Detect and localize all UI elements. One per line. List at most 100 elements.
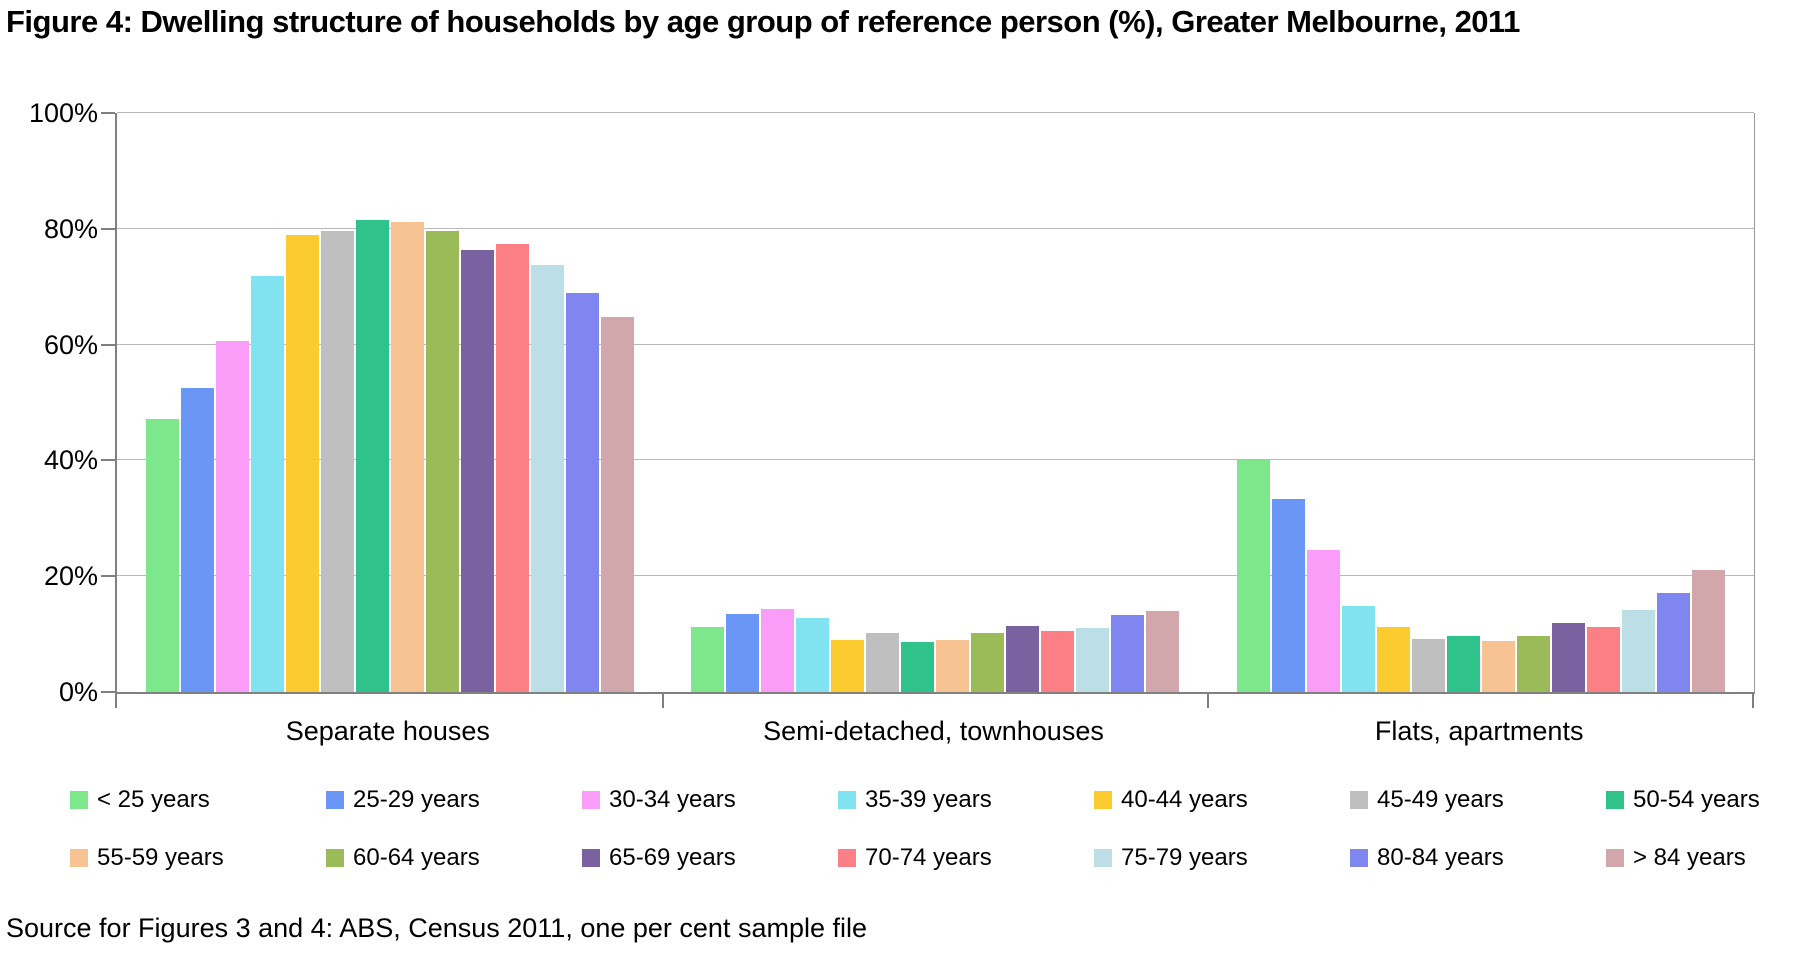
bar	[1587, 626, 1621, 692]
bar	[761, 609, 795, 692]
legend-swatch-icon	[582, 849, 600, 867]
bar	[355, 220, 389, 692]
legend-swatch-icon	[582, 791, 600, 809]
bar	[285, 234, 319, 692]
y-axis-tick-40	[101, 459, 115, 462]
category-label-0: Separate houses	[285, 716, 490, 746]
bar	[1412, 638, 1446, 692]
legend-label-11: 75-79 years	[1121, 844, 1248, 871]
category-label-1: Semi-detached, townhouses	[763, 716, 1104, 746]
y-axis-tick-60	[101, 343, 115, 346]
bar	[971, 632, 1005, 692]
legend: < 25 years 25-29 years 30-34 years 35-39 ye…	[70, 786, 1800, 872]
legend-swatch-icon	[1350, 791, 1368, 809]
legend-item-13: > 84 years	[1606, 844, 1800, 872]
legend-item-2: 30-34 years	[582, 786, 838, 814]
legend-item-3: 35-39 years	[838, 786, 1094, 814]
legend-label-5: 45-49 years	[1377, 786, 1504, 813]
legend-label-2: 30-34 years	[609, 786, 736, 813]
legend-label-6: 50-54 years	[1633, 786, 1760, 813]
legend-item-0: < 25 years	[70, 786, 326, 814]
legend-label-4: 40-44 years	[1121, 786, 1248, 813]
bar	[565, 292, 599, 692]
legend-item-10: 70-74 years	[838, 844, 1094, 872]
legend-label-12: 80-84 years	[1377, 844, 1504, 871]
bar	[726, 613, 760, 692]
bar	[1622, 609, 1656, 692]
bar	[1041, 631, 1075, 692]
bar	[796, 617, 830, 692]
x-axis-tick	[661, 694, 664, 708]
bar	[866, 632, 900, 692]
bar	[1146, 610, 1180, 692]
legend-item-11: 75-79 years	[1094, 844, 1350, 872]
gridline-20	[117, 575, 1754, 577]
bar	[1657, 593, 1691, 692]
bar	[1307, 550, 1341, 692]
bar	[1076, 627, 1110, 692]
bar	[901, 641, 935, 692]
bar	[691, 626, 725, 692]
legend-label-1: 25-29 years	[353, 786, 480, 813]
y-axis-label-60: 60%	[43, 329, 98, 360]
bar	[320, 230, 354, 692]
bar	[390, 221, 424, 692]
bar	[1237, 460, 1271, 692]
legend-swatch-icon	[326, 791, 344, 809]
category-label-2: Flats, apartments	[1374, 716, 1584, 746]
gridline-40	[117, 459, 1754, 461]
legend-swatch-icon	[838, 791, 856, 809]
bar	[1447, 636, 1481, 692]
y-axis-label-0: 0%	[58, 677, 98, 707]
legend-swatch-icon	[1094, 849, 1112, 867]
bar	[530, 264, 564, 692]
bar	[1552, 623, 1586, 692]
legend-item-8: 60-64 years	[326, 844, 582, 872]
plot-area	[101, 112, 1755, 708]
y-axis-label-80: 80%	[43, 213, 98, 244]
legend-swatch-icon	[1606, 849, 1624, 867]
legend-label-0: < 25 years	[97, 786, 210, 813]
legend-item-9: 65-69 years	[582, 844, 838, 872]
legend-label-13: > 84 years	[1633, 844, 1746, 871]
legend-swatch-icon	[70, 791, 88, 809]
y-axis-label-100: 100%	[28, 98, 98, 128]
bar-group-2	[1208, 113, 1754, 692]
legend-item-6: 50-54 years	[1606, 786, 1800, 814]
legend-swatch-icon	[838, 849, 856, 867]
bar	[936, 640, 970, 692]
bar	[215, 341, 249, 692]
legend-swatch-icon	[70, 849, 88, 867]
legend-swatch-icon	[1094, 791, 1112, 809]
bar	[1342, 606, 1376, 692]
bar	[425, 231, 459, 692]
y-axis-label-20: 20%	[43, 561, 98, 592]
bar	[1111, 615, 1145, 692]
y-axis-tick-20	[101, 575, 115, 578]
gridline-60	[117, 343, 1754, 345]
bar	[600, 317, 634, 692]
bar	[180, 388, 214, 692]
y-axis-tick-100	[101, 112, 115, 114]
legend-label-10: 70-74 years	[865, 844, 992, 871]
bar	[145, 418, 179, 692]
legend-swatch-icon	[1350, 849, 1368, 867]
legend-item-4: 40-44 years	[1094, 786, 1350, 814]
y-axis-tick-80	[101, 227, 115, 230]
x-axis-tick	[1207, 694, 1210, 708]
bar	[831, 640, 865, 692]
legend-swatch-icon	[1606, 791, 1624, 809]
bar	[1272, 498, 1306, 692]
chart-title: Figure 4: Dwelling structure of househol…	[6, 4, 1520, 39]
legend-item-12: 80-84 years	[1350, 844, 1606, 872]
legend-label-8: 60-64 years	[353, 844, 480, 871]
legend-item-1: 25-29 years	[326, 786, 582, 814]
y-axis-tick-0	[101, 691, 115, 693]
bar	[1006, 626, 1040, 692]
source-note: Source for Figures 3 and 4: ABS, Census …	[6, 913, 867, 943]
legend-label-3: 35-39 years	[865, 786, 992, 813]
legend-swatch-icon	[326, 849, 344, 867]
bar	[250, 276, 284, 692]
legend-item-7: 55-59 years	[70, 844, 326, 872]
